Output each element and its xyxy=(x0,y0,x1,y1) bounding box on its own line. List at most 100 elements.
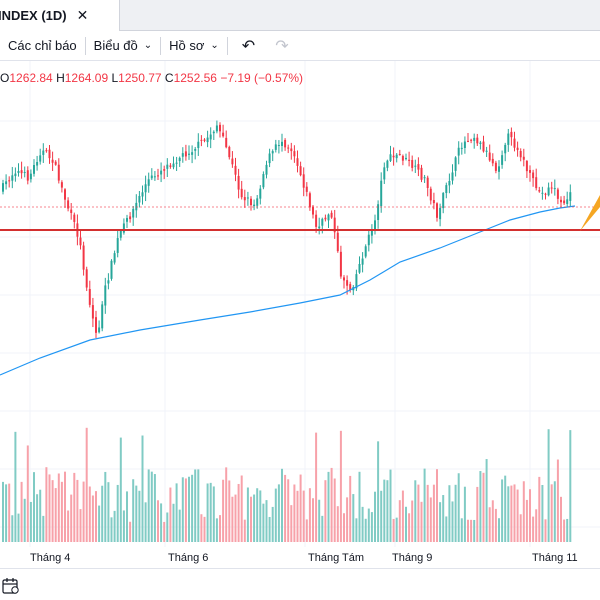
candle-body xyxy=(132,208,135,218)
candle-body xyxy=(525,160,528,172)
volume-bar xyxy=(414,480,417,542)
volume-bar xyxy=(160,503,163,542)
candle-body xyxy=(39,155,42,162)
volume-bar xyxy=(45,467,48,542)
chart-type-button[interactable]: Biểu đồ ⌄ xyxy=(86,31,160,61)
candle-body xyxy=(451,172,454,181)
candle-body xyxy=(436,203,438,218)
volume-bar xyxy=(60,481,63,542)
volume-bar xyxy=(172,503,175,542)
volume-bar xyxy=(361,506,364,542)
profile-button[interactable]: Hồ sơ ⌄ xyxy=(161,31,227,61)
volume-bar xyxy=(39,489,42,542)
undo-icon[interactable]: ↶ xyxy=(241,37,256,55)
volume-bar xyxy=(491,500,494,542)
volume-bar xyxy=(234,494,237,542)
candle-body xyxy=(538,190,541,192)
volume-bar xyxy=(246,487,249,542)
low-value: 1250.77 xyxy=(118,71,162,85)
volume-bar xyxy=(569,430,572,542)
volume-bar xyxy=(42,515,45,542)
candle-body xyxy=(262,174,265,188)
volume-bar xyxy=(70,494,73,542)
volume-bar xyxy=(231,496,234,542)
volume-bar xyxy=(510,485,513,542)
candle-body xyxy=(457,147,460,156)
volume-bar xyxy=(5,484,8,542)
calendar-icon[interactable] xyxy=(2,577,20,595)
volume-bar xyxy=(73,472,76,542)
candle-body xyxy=(29,173,32,180)
candle-body xyxy=(395,154,398,159)
candle-body xyxy=(448,180,451,186)
chevron-down-icon: ⌄ xyxy=(210,40,219,51)
candle-body xyxy=(150,175,153,179)
candle-body xyxy=(51,159,54,163)
candle-body xyxy=(361,258,364,265)
volume-bar xyxy=(150,471,153,542)
x-axis-label: Tháng 11 xyxy=(532,552,578,564)
close-icon[interactable]: ✕ xyxy=(76,7,89,23)
bottom-bar xyxy=(0,568,600,600)
candle-body xyxy=(470,139,473,141)
candle-body xyxy=(488,152,491,161)
x-axis-label: Tháng Tám xyxy=(308,552,364,564)
volume-bar xyxy=(14,431,17,542)
candle-body xyxy=(126,218,128,222)
candle-body xyxy=(333,217,336,233)
volume-bar xyxy=(417,484,420,542)
candle-body xyxy=(454,157,457,171)
chart-grid xyxy=(0,61,600,547)
candle-body xyxy=(79,237,82,246)
volume-bar xyxy=(445,516,448,542)
candle-body xyxy=(246,197,249,199)
volume-bar xyxy=(566,518,569,542)
price-arrow-marker xyxy=(580,195,600,231)
candle-body xyxy=(380,180,383,207)
candle-body xyxy=(253,204,256,207)
candlesticks xyxy=(2,120,572,338)
candle-body xyxy=(225,137,228,148)
volume-bar xyxy=(277,484,280,542)
candle-body xyxy=(541,192,544,194)
candle-body xyxy=(293,151,296,157)
indicators-button[interactable]: Các chỉ báo xyxy=(0,31,85,61)
candle-body xyxy=(197,141,200,149)
candle-body xyxy=(485,150,488,152)
candle-body xyxy=(240,188,243,198)
volume-bar xyxy=(327,471,330,542)
volume-bar xyxy=(308,488,311,542)
volume-bar xyxy=(470,519,473,542)
change-value: −7.19 (−0.57%) xyxy=(220,71,304,85)
candle-body xyxy=(26,170,29,181)
volume-bar xyxy=(88,486,91,542)
volume-bar xyxy=(426,484,429,542)
volume-bar xyxy=(85,427,88,542)
candle-body xyxy=(17,170,20,173)
candle-body xyxy=(504,144,507,154)
volume-bar xyxy=(296,490,299,542)
volume-bar xyxy=(237,483,240,542)
candle-body xyxy=(479,142,482,144)
candle-body xyxy=(370,230,373,236)
redo-icon[interactable]: ↷ xyxy=(275,37,289,55)
volume-bar xyxy=(467,519,469,542)
candle-body xyxy=(522,156,525,160)
volume-bar xyxy=(538,476,541,542)
volume-bar xyxy=(395,517,398,542)
candle-body xyxy=(364,246,367,257)
volume-bar xyxy=(225,467,228,542)
chart-tab[interactable]: INDEX (1D) ✕ xyxy=(0,0,120,31)
candle-body xyxy=(153,176,156,178)
volume-bar xyxy=(352,494,355,542)
candle-body xyxy=(169,165,172,167)
candle-body xyxy=(101,304,104,329)
price-chart[interactable]: Tháng 4 Tháng 6 Tháng Tám Tháng 9 Tháng 11 xyxy=(0,61,600,568)
tab-title: INDEX (1D) xyxy=(0,8,67,23)
ohlc-readout: O1262.84 H1264.09 L1250.77 C1252.56 −7.1… xyxy=(0,71,303,85)
candle-body xyxy=(212,131,215,134)
volume-bar xyxy=(401,490,404,542)
volume-bar xyxy=(141,435,144,542)
volume-bar xyxy=(312,498,314,542)
candle-body xyxy=(271,151,274,154)
